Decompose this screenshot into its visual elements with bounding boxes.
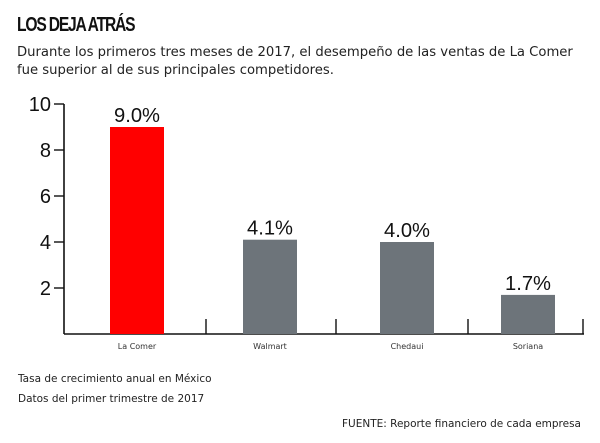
- y-tick-label: 4: [40, 232, 51, 254]
- x-tick-label: Soriana: [513, 342, 543, 351]
- bar-chedaui: [380, 242, 434, 334]
- bar-soriana: [501, 294, 555, 334]
- data-label: 4.0%: [384, 220, 430, 242]
- x-tick-labels: La Comer Walmart Chedaui Soriana: [118, 342, 543, 351]
- y-tick-labels: 2 4 6 8 10: [29, 94, 51, 300]
- y-tick-label: 10: [29, 94, 51, 116]
- bar-la-comer: [110, 127, 164, 334]
- y-tick-label: 2: [40, 278, 51, 300]
- y-tick-label: 8: [40, 140, 51, 162]
- data-label: 9.0%: [114, 105, 160, 127]
- note-growth-rate: Tasa de crecimiento anual en México: [18, 373, 212, 385]
- x-tick-label: Walmart: [253, 342, 287, 351]
- data-label: 1.7%: [505, 273, 551, 295]
- x-tick-label: Chedaui: [391, 342, 424, 351]
- bars: [110, 127, 555, 334]
- note-period: Datos del primer trimestre de 2017: [18, 393, 205, 405]
- subtitle-line-1: Durante los primeros tres meses de 2017,…: [17, 45, 573, 60]
- data-labels: 9.0% 4.1% 4.0% 1.7%: [114, 105, 551, 295]
- source-note: FUENTE: Reporte financiero de cada empre…: [341, 418, 581, 430]
- chart-subtitle: Durante los primeros tres meses de 2017,…: [17, 44, 597, 80]
- data-label: 4.1%: [247, 218, 293, 240]
- chart-title: LOS DEJA ATRÁS: [17, 14, 136, 36]
- y-tick-label: 6: [40, 186, 51, 208]
- x-tick-label: La Comer: [118, 342, 157, 351]
- subtitle-line-2: fue superior al de sus principales compe…: [17, 63, 334, 78]
- bar-walmart: [243, 239, 297, 334]
